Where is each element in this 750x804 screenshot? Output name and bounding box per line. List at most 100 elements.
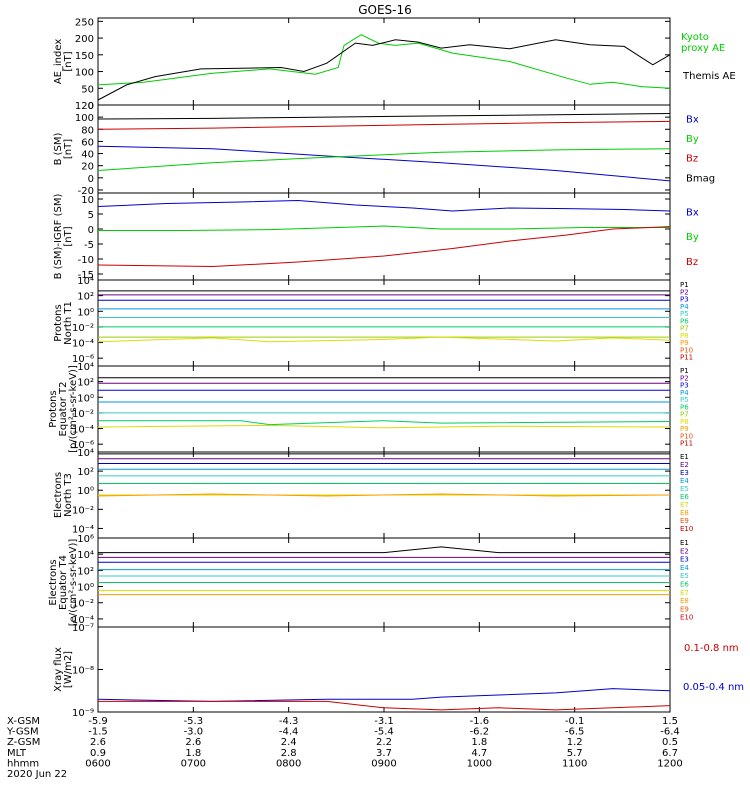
legend-entry: By xyxy=(686,134,699,145)
y-axis-label-line: [nT] xyxy=(63,226,74,246)
footer-value: 2.8 xyxy=(281,748,297,759)
footer-row-label: MLT xyxy=(7,748,27,759)
y-tick-label: -15 xyxy=(78,270,94,281)
chart-title: GOES-16 xyxy=(358,3,412,17)
y-tick-label: 10⁻⁶ xyxy=(72,354,94,365)
legend-entry: E2 xyxy=(680,461,689,469)
y-tick-label: 80 xyxy=(81,125,94,136)
legend-entry: P7 xyxy=(680,325,689,333)
legend-entry: Bmag xyxy=(686,173,715,184)
footer-value: 5.7 xyxy=(567,748,583,759)
y-tick-label: 10⁴ xyxy=(77,276,94,287)
y-tick-label: 120 xyxy=(75,101,94,112)
legend-entry: E5 xyxy=(680,485,689,493)
footer-row-label: Z-GSM xyxy=(7,737,40,748)
legend-entry: P4 xyxy=(680,389,689,397)
legend-entry-line: Kyoto xyxy=(681,32,709,43)
footer-value: 2.4 xyxy=(281,737,297,748)
footer-value: 2.6 xyxy=(185,737,201,748)
y-axis-label-line: [e/(cm²-s-sr-keV)] xyxy=(68,539,79,627)
y-axis-label-line: Electrons xyxy=(53,472,64,518)
legend-entry: P4 xyxy=(680,303,689,311)
y-tick-label: 20 xyxy=(81,162,94,173)
legend-entry: P9 xyxy=(680,339,689,347)
footer-date: 2020 Jun 22 xyxy=(7,769,67,780)
y-tick-label: 50 xyxy=(81,84,94,95)
y-axis-label: ProtonsNorth T1 xyxy=(53,301,74,345)
legend-entry: E3 xyxy=(680,469,689,477)
y-tick-label: 10⁴ xyxy=(77,448,94,459)
y-axis-label: ElectronsNorth T3 xyxy=(53,472,74,518)
legend-entry: P1 xyxy=(680,367,689,375)
footer-value: -4.4 xyxy=(279,727,299,738)
y-tick-label: 10⁻² xyxy=(72,505,94,516)
series-line-by xyxy=(97,148,671,171)
legend-entry: E8 xyxy=(680,509,689,517)
series-line-0-1-0-8-nm xyxy=(98,700,671,711)
y-axis-label-line: [nT] xyxy=(63,51,74,71)
footer-value: 6.7 xyxy=(662,748,678,759)
series-line-themis-ae xyxy=(97,39,671,101)
footer-row-label: hhmm xyxy=(7,758,39,769)
y-tick-label: 100 xyxy=(75,68,94,79)
series-line-bx xyxy=(97,199,671,212)
y-tick-label: 0 xyxy=(88,174,94,185)
legend-entry: P2 xyxy=(680,288,689,296)
footer-value: 4.7 xyxy=(471,748,487,759)
y-tick-label: 10⁰ xyxy=(77,486,94,497)
y-axis-label-line: [p/(cm²-s-sr-keV)] xyxy=(68,365,79,453)
y-axis-label: B (SM)[nT] xyxy=(53,132,74,165)
footer-value: 1.8 xyxy=(185,748,201,759)
legend-entry: Bz xyxy=(686,257,698,268)
legend-entry: P6 xyxy=(680,317,689,325)
legend-entry: E8 xyxy=(680,597,689,605)
series-line-e8 xyxy=(97,493,671,497)
footer-value: -6.4 xyxy=(660,727,680,738)
legend-entry: Bx xyxy=(686,207,699,218)
legend-entry: E5 xyxy=(680,572,689,580)
series-line-bx xyxy=(97,145,671,182)
y-axis-label-line: Equator T2 xyxy=(58,382,69,437)
footer-value: 2.2 xyxy=(376,737,392,748)
y-tick-label: 10² xyxy=(77,292,94,303)
y-axis-label-line: [nT] xyxy=(63,139,74,159)
y-axis-label-line: North T3 xyxy=(63,473,74,517)
legend-entry: E6 xyxy=(680,581,689,589)
series-line-bz xyxy=(97,120,671,130)
footer-value: 0900 xyxy=(371,758,396,769)
y-tick-label: 10⁻⁴ xyxy=(72,615,94,626)
y-tick-label: 10² xyxy=(77,467,94,478)
legend-entry: E6 xyxy=(680,493,689,501)
y-tick-label: 10⁶ xyxy=(77,534,94,545)
footer-value: 1.2 xyxy=(567,737,583,748)
footer-value: -0.1 xyxy=(565,716,585,727)
y-tick-label: 200 xyxy=(75,34,94,45)
series-line-p6 xyxy=(98,420,671,426)
footer-value: -3.0 xyxy=(184,727,204,738)
legend-entry: Bx xyxy=(686,115,699,126)
legend-entry: E3 xyxy=(680,556,689,564)
legend-entry: Themis AE xyxy=(682,71,736,82)
footer-value: -5.3 xyxy=(184,716,204,727)
legend-entry: E9 xyxy=(680,605,689,613)
y-tick-label: 10⁻⁴ xyxy=(72,339,94,350)
series-line-by xyxy=(98,225,670,231)
legend-entry: P5 xyxy=(680,396,689,404)
y-tick-label: 250 xyxy=(75,17,94,28)
y-tick-label: 10⁻² xyxy=(72,409,94,420)
y-tick-label: 10⁻² xyxy=(72,599,94,610)
legend-entry: By xyxy=(686,232,699,243)
legend-entry: E10 xyxy=(680,525,693,533)
footer-value: -3.1 xyxy=(374,716,394,727)
y-axis-label-line: [W/m2] xyxy=(63,651,74,688)
y-tick-label: 10⁻² xyxy=(72,323,94,334)
legend-entry: P11 xyxy=(680,354,693,362)
panel-frame xyxy=(97,279,671,367)
footer-value: -1.5 xyxy=(88,727,108,738)
footer-row-label: Y-GSM xyxy=(6,727,39,738)
legend-entry: P2 xyxy=(680,374,689,382)
